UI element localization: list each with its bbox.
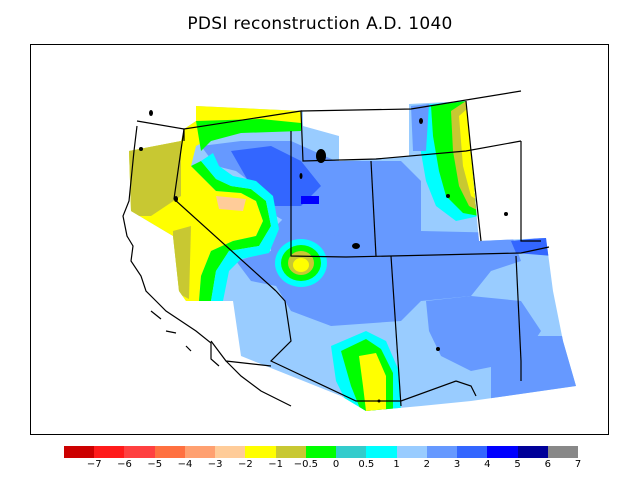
legend-tick-label: −0.5: [293, 459, 319, 470]
legend-swatch: [275, 446, 306, 458]
pdsi-region-3-to-4-ne: [411, 104, 429, 151]
legend-tick-label: 2: [423, 459, 430, 470]
lakes: [139, 110, 508, 403]
pdsi-region-neg1-to-neg05: [129, 141, 181, 216]
coastline: [122, 125, 292, 407]
legend-swatch: [487, 446, 518, 458]
legend-color-bar: [64, 446, 578, 458]
pdsi-region-3-to-4-se: [491, 336, 576, 399]
legend-tick-label: 1: [393, 459, 400, 470]
legend-tick-label: 3: [453, 459, 461, 470]
legend-swatch: [215, 446, 246, 458]
legend-swatch: [124, 446, 155, 458]
legend-swatch: [94, 446, 125, 458]
legend-tick-label: 7: [574, 459, 582, 470]
pdsi-region-4-to-5: [231, 146, 321, 206]
legend-swatch: [184, 446, 216, 458]
pdsi-region-neg05-to-0: [191, 161, 271, 301]
pdsi-region-05-to-1: [201, 153, 279, 301]
legend-tick-label: −3: [207, 459, 223, 470]
legend-swatch: [154, 446, 185, 458]
legend-tick-label: −5: [147, 459, 163, 470]
legend-swatch: [457, 446, 488, 458]
legend-tick-label: 6: [544, 459, 551, 470]
color-legend: −7 −6 −5 −4 −3 −2 −1 −0.5 0 0.5 1 2 3 4 5 6 7: [64, 446, 582, 474]
pdsi-region-neg3-to-neg2: [216, 196, 246, 211]
legend-tick-label: 0: [332, 459, 340, 470]
pdsi-region-neg05-to-0-north: [196, 119, 301, 151]
legend-swatch: [426, 446, 458, 458]
map-frame: [30, 44, 609, 435]
legend-swatch: [336, 446, 367, 458]
pdsi-region-neg1-to-neg05-south: [173, 226, 191, 299]
legend-tick-labels: −7 −6 −5 −4 −3 −2 −1 −0.5 0 0.5 1 2 3 4 5 6 7: [64, 459, 582, 473]
legend-swatch: [305, 446, 337, 458]
legend-tick-label: −6: [117, 459, 132, 470]
legend-swatch: [396, 446, 427, 458]
map-title: PDSI reconstruction A.D. 1040: [187, 14, 453, 34]
legend-tick-label: −1: [268, 459, 284, 470]
legend-swatch: [547, 446, 578, 458]
pdsi-anomaly-core: [293, 258, 309, 272]
legend-tick-label: −7: [86, 459, 102, 470]
pdsi-region-4-to-5-east: [511, 237, 553, 256]
legend-tick-label: 4: [484, 459, 491, 470]
legend-swatch: [366, 446, 397, 458]
legend-tick-label: −4: [177, 459, 193, 470]
pdsi-region-5-to-6: [301, 196, 319, 204]
legend-swatch: [517, 446, 548, 458]
legend-tick-label: −2: [238, 459, 253, 470]
pdsi-region-neg2-to-neg1-south: [359, 353, 386, 411]
legend-swatch: [64, 446, 95, 458]
legend-tick-label: 5: [514, 459, 521, 470]
pdsi-map: [122, 90, 576, 411]
legend-tick-label: 0.5: [358, 459, 375, 470]
legend-swatch: [245, 446, 276, 458]
